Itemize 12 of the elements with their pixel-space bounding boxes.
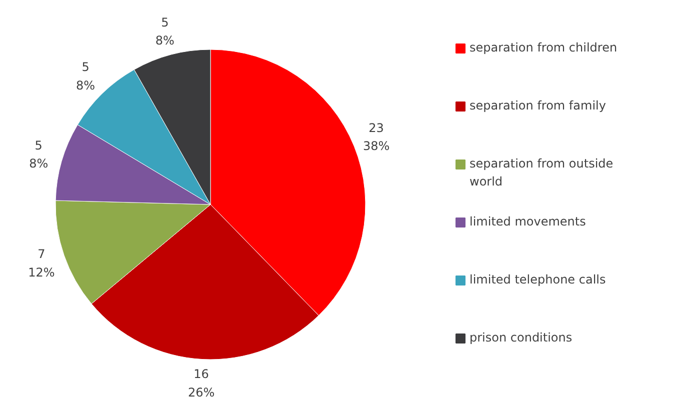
legend-label: limited movements xyxy=(470,214,586,228)
legend-label: separation from family xyxy=(470,98,606,112)
data-label: 7 12% xyxy=(28,247,55,280)
legend-label: prison conditions xyxy=(470,330,572,344)
data-label: 16 26% xyxy=(188,367,215,400)
data-label: 5 8% xyxy=(155,15,174,48)
data-label: 5 8% xyxy=(29,138,48,171)
legend-label: separation from outside world xyxy=(470,156,614,189)
data-label: 23 38% xyxy=(362,120,390,154)
legend-label: limited telephone calls xyxy=(470,272,606,286)
data-label: 5 8% xyxy=(76,60,96,92)
legend-label: separation from children xyxy=(470,40,618,54)
